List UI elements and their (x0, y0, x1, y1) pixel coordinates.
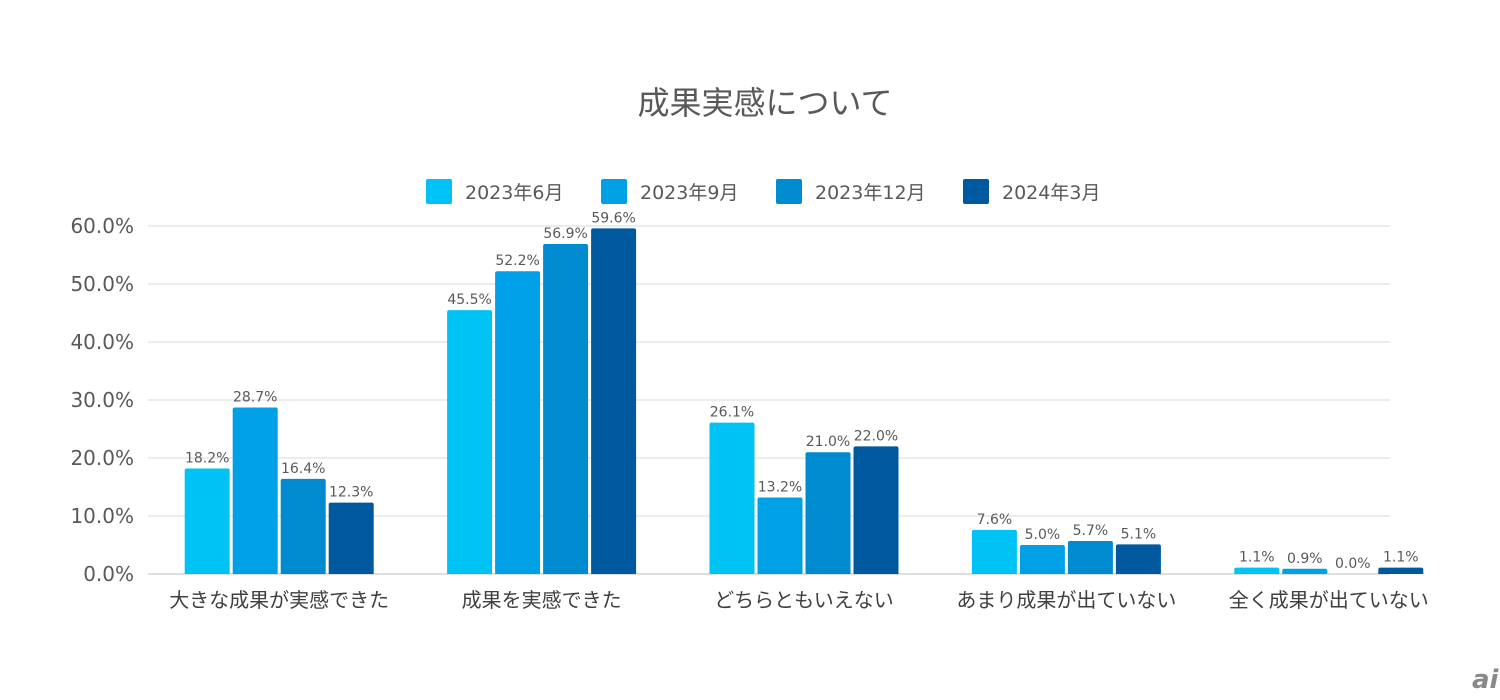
data-label: 0.0% (1335, 556, 1371, 572)
x-tick-label: あまり成果が出ていない (956, 588, 1176, 612)
data-label: 5.7% (1073, 523, 1109, 539)
data-label: 5.0% (1025, 527, 1061, 543)
bar (328, 502, 374, 574)
data-label: 45.5% (447, 292, 491, 308)
data-label: 21.0% (806, 434, 850, 450)
y-tick-label: 60.0% (70, 214, 134, 238)
x-tick-label: どちらともいえない (714, 588, 894, 612)
y-tick-label: 50.0% (70, 272, 134, 296)
y-tick-label: 40.0% (70, 330, 134, 354)
data-label: 12.3% (329, 485, 373, 501)
x-axis: 大きな成果が実感できた 成果を実感できた どちらともいえない あまり成果が出ていない 全… (169, 588, 1429, 612)
bar (1282, 568, 1328, 574)
x-tick-label: 大きな成果が実感できた (169, 588, 389, 612)
data-label: 52.2% (495, 253, 539, 269)
x-tick-label: 成果を実感できた (462, 588, 622, 612)
legend: 2023年6月 2023年9月 2023年12月 2024年3月 (426, 179, 1100, 204)
bar (184, 468, 230, 574)
legend-label: 2023年9月 (640, 182, 738, 204)
legend-swatch (776, 179, 802, 204)
bar (543, 243, 589, 575)
legend-label: 2023年12月 (815, 182, 926, 204)
data-label: 7.6% (977, 512, 1013, 528)
bar (757, 497, 803, 574)
legend-swatch (963, 179, 989, 204)
bar (591, 228, 637, 574)
x-tick-label: 全く成果が出ていない (1229, 588, 1429, 612)
data-label: 16.4% (281, 461, 325, 477)
data-label: 5.1% (1121, 526, 1157, 542)
bar (971, 529, 1017, 574)
data-label: 28.7% (233, 390, 277, 406)
logo: ai (1472, 665, 1500, 695)
data-label: 22.0% (854, 428, 898, 444)
bar (1067, 540, 1113, 574)
data-label: 0.9% (1287, 551, 1323, 567)
legend-swatch (601, 179, 627, 204)
bar (709, 422, 755, 574)
y-tick-label: 10.0% (70, 504, 134, 528)
data-label: 13.2% (758, 479, 802, 495)
data-label: 56.9% (543, 226, 587, 242)
bar (853, 446, 899, 574)
legend-swatch (426, 179, 452, 204)
data-label: 18.2% (185, 450, 229, 466)
y-tick-label: 30.0% (70, 388, 134, 412)
bar (1019, 545, 1065, 574)
bar (1378, 567, 1424, 574)
data-label: 1.1% (1239, 550, 1275, 566)
data-labels: 18.2% 28.7% 16.4%12.3% 45.5% 52.2%56.9%59.6%… (185, 210, 1419, 572)
bar (495, 271, 541, 574)
bar (1234, 567, 1280, 574)
data-label: 26.1% (710, 405, 754, 421)
chart-title: 成果実感について (637, 84, 892, 122)
bar (232, 407, 278, 574)
y-tick-label: 20.0% (70, 446, 134, 470)
bar (280, 478, 326, 574)
legend-label: 2023年6月 (465, 182, 563, 204)
data-label: 1.1% (1383, 550, 1419, 566)
bar (1115, 544, 1161, 574)
bars (184, 228, 1424, 575)
legend-label: 2024年3月 (1002, 182, 1100, 204)
y-tick-label: 0.0% (83, 562, 134, 586)
bar (805, 452, 851, 574)
y-axis: 0.0% 10.0% 20.0% 30.0% 40.0% 50.0% 60.0% (70, 214, 134, 586)
data-label: 59.6% (591, 210, 635, 226)
bar (447, 310, 493, 574)
